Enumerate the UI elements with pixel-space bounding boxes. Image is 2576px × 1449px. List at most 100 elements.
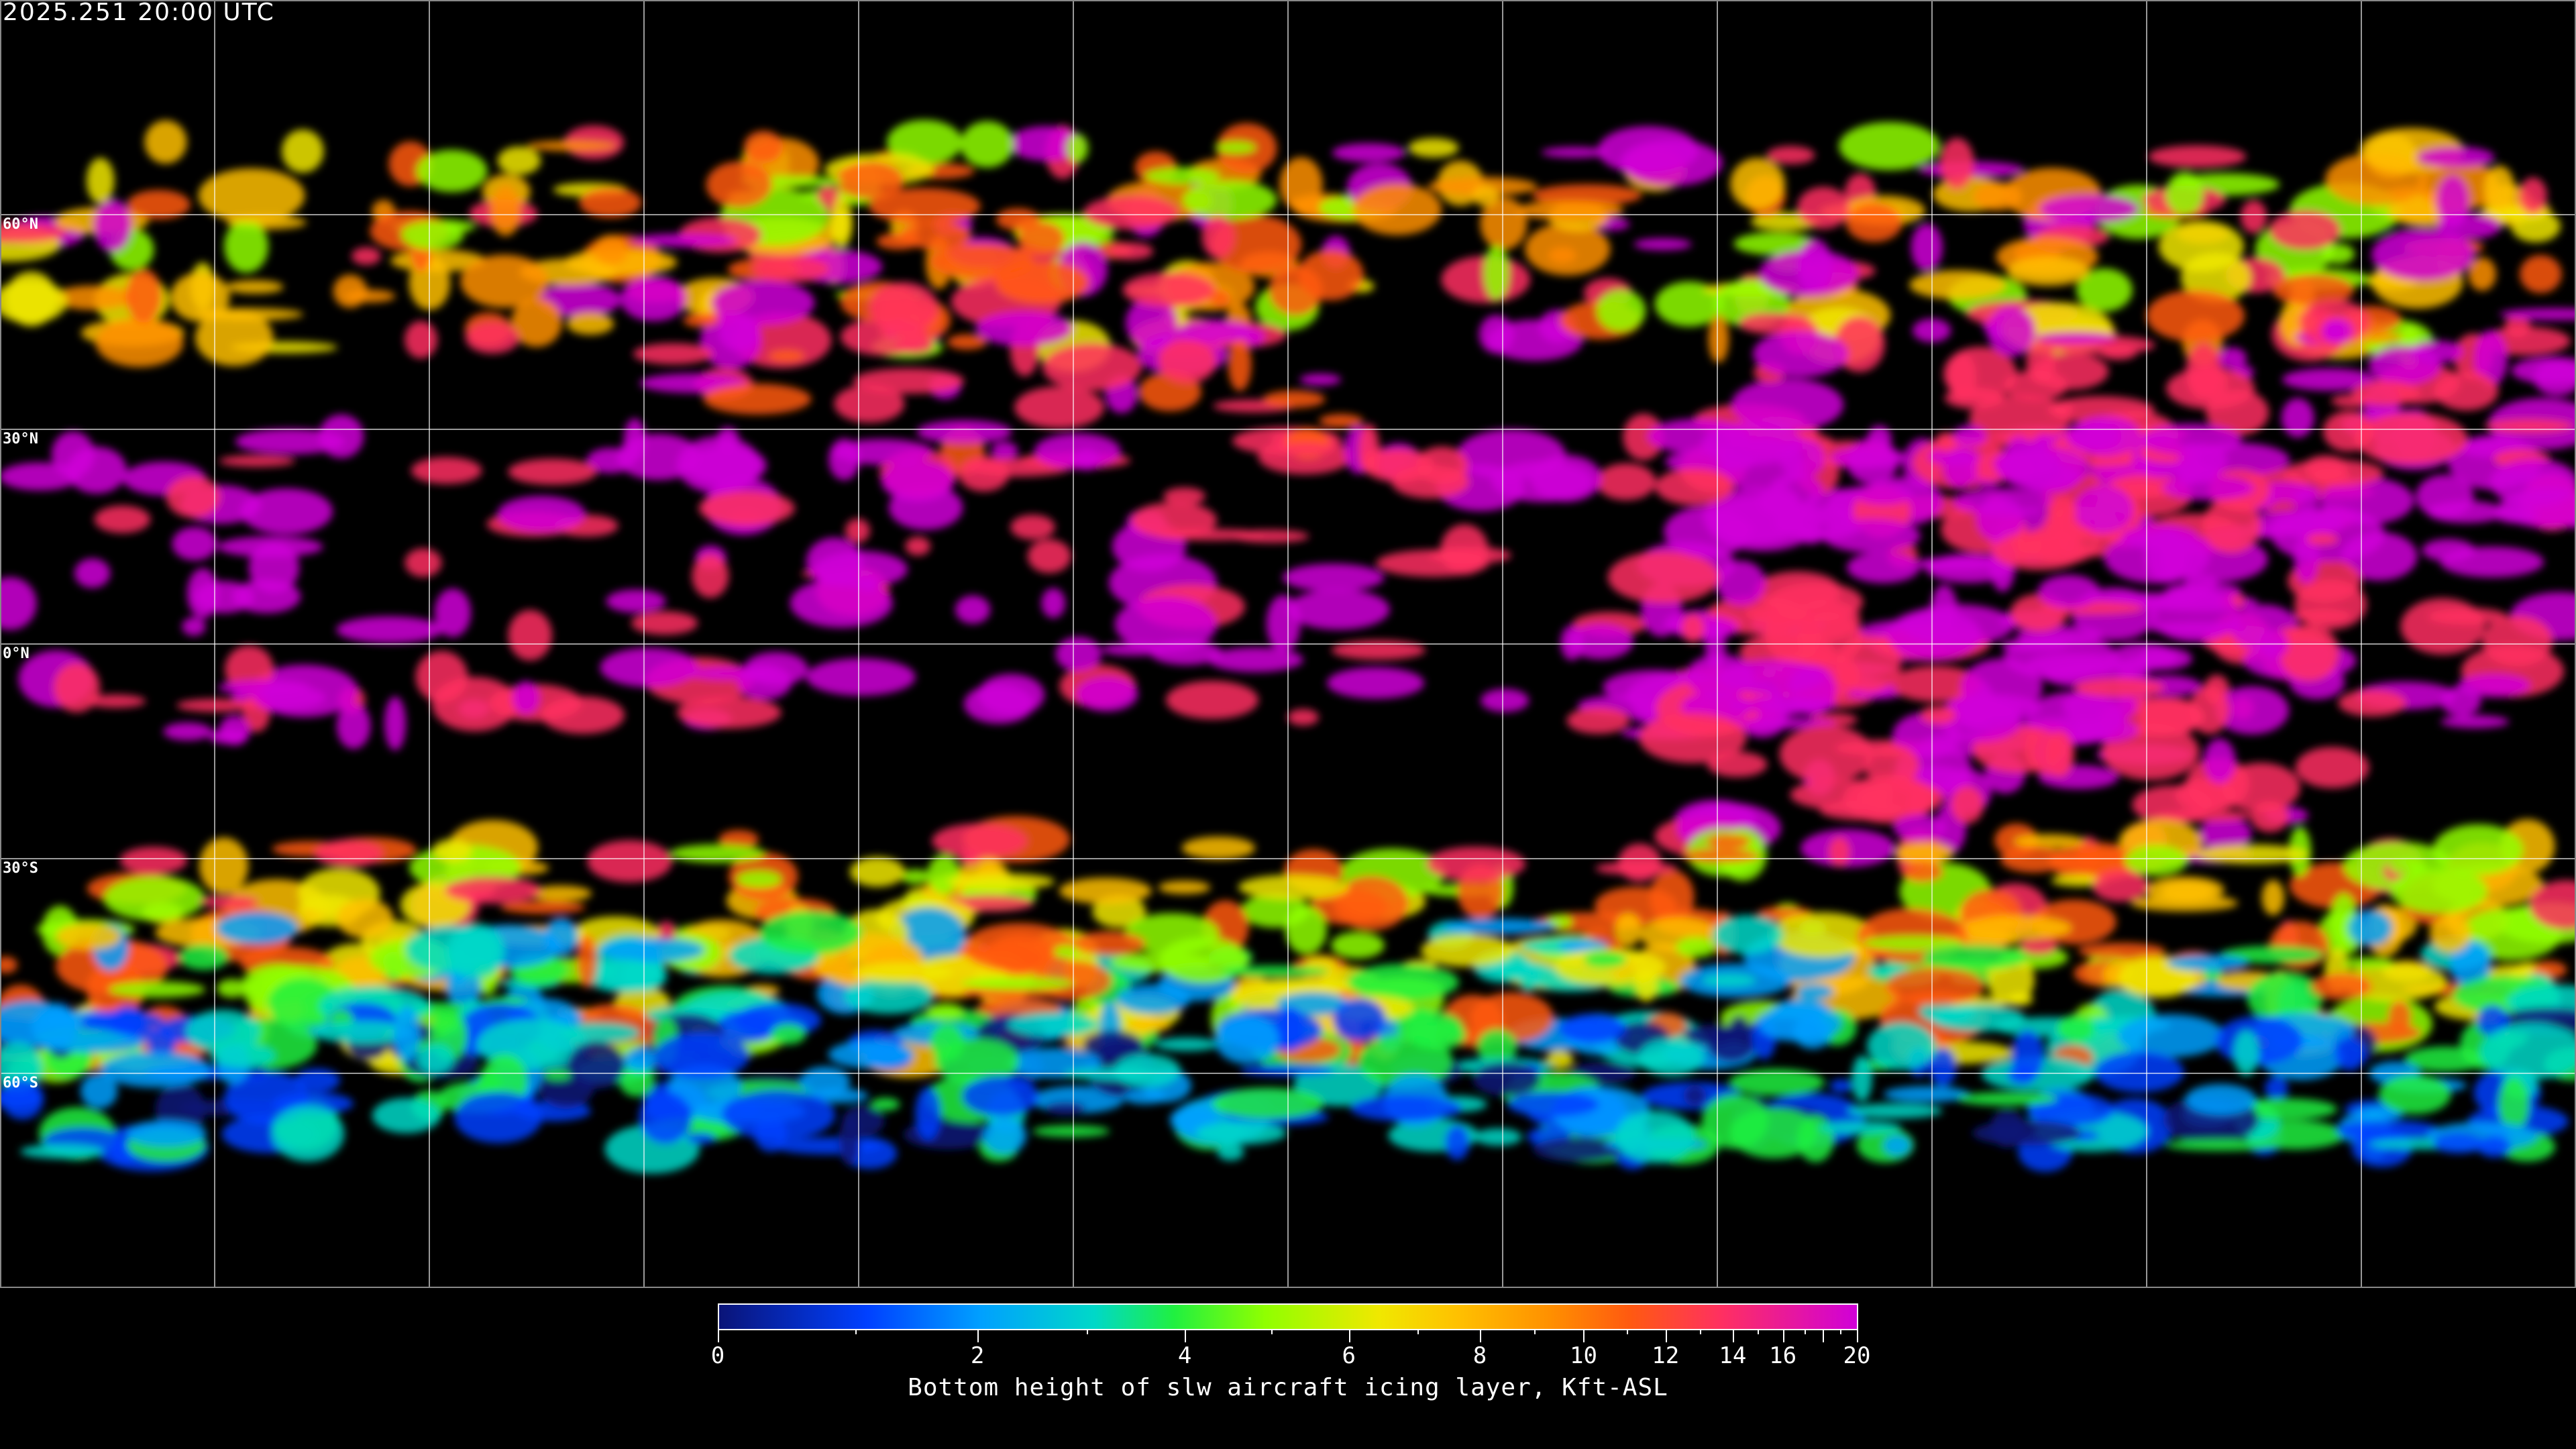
cloud-patch bbox=[2269, 209, 2341, 251]
cloud-patch bbox=[1938, 696, 2023, 742]
cloud-patch bbox=[393, 1006, 421, 1062]
cloud-patch bbox=[584, 959, 663, 993]
cloud-patch bbox=[1116, 984, 1191, 1014]
cloud-patch bbox=[0, 1042, 42, 1092]
cloud-patch bbox=[2468, 257, 2496, 291]
cloud-patch bbox=[1546, 1050, 1574, 1069]
cloud-patch bbox=[2282, 460, 2384, 487]
cloud-patch bbox=[1220, 965, 1329, 977]
cloud-patch bbox=[1633, 238, 1692, 251]
cloud-patch bbox=[1201, 215, 1235, 258]
cloud-patch bbox=[86, 158, 115, 204]
map-canvas bbox=[0, 0, 2576, 1288]
cloud-patch bbox=[537, 282, 621, 317]
cloud-patch bbox=[2185, 1083, 2257, 1115]
cloud-patch bbox=[1729, 1069, 1825, 1096]
cloud-patch bbox=[94, 505, 151, 533]
cloud-patch bbox=[0, 462, 80, 491]
cloud-patch bbox=[2011, 1030, 2045, 1082]
cloud-patch bbox=[2070, 718, 2139, 743]
cloud-patch bbox=[1929, 1047, 1957, 1087]
cloud-patch bbox=[881, 460, 955, 502]
cloud-patch bbox=[2477, 1136, 2512, 1158]
colorbar-tick-label: 10 bbox=[1569, 1342, 1597, 1369]
icing-map: 2025.251 20:00 UTC 60°N 30°N 0°N 30°S 60… bbox=[0, 0, 2576, 1288]
cloud-patch bbox=[1915, 557, 1998, 571]
cloud-patch bbox=[991, 441, 1018, 460]
cloud-patch bbox=[1444, 1124, 1470, 1161]
cloud-patch bbox=[1008, 126, 1084, 161]
cloud-patch bbox=[2003, 633, 2117, 680]
cloud-patch bbox=[2247, 971, 2323, 1024]
cloud-patch bbox=[1144, 167, 1220, 185]
cloud-patch bbox=[186, 568, 219, 619]
cloud-patch bbox=[1, 1078, 44, 1120]
cloud-patch bbox=[1214, 141, 1256, 154]
cloud-patch bbox=[1333, 998, 1386, 1042]
cloud-patch bbox=[176, 698, 256, 712]
cloud-patch bbox=[319, 414, 364, 458]
cloud-patch bbox=[2368, 345, 2441, 385]
cloud-patch bbox=[961, 977, 1075, 991]
cloud-patch bbox=[1655, 468, 1734, 506]
cloud-patch bbox=[1347, 963, 1459, 1001]
cloud-patch bbox=[1958, 915, 2072, 941]
cloud-patch bbox=[240, 488, 333, 535]
cloud-patch bbox=[1607, 551, 1720, 604]
cloud-patch bbox=[0, 577, 37, 630]
cloud-patch bbox=[1902, 861, 1944, 883]
cloud-patch bbox=[1639, 712, 1747, 763]
cloud-patch bbox=[1766, 146, 1815, 164]
cloud-patch bbox=[210, 1043, 276, 1068]
cloud-patch bbox=[1319, 414, 1364, 428]
cloud-patch bbox=[2483, 165, 2515, 211]
cloud-patch bbox=[1675, 936, 1717, 958]
cloud-patch bbox=[2347, 910, 2393, 946]
cloud-patch bbox=[2351, 380, 2420, 406]
cloud-patch bbox=[1158, 880, 1211, 894]
cloud-patch bbox=[2279, 624, 2339, 682]
cloud-patch bbox=[1516, 200, 1624, 221]
cloud-patch bbox=[2047, 495, 2077, 527]
cloud-patch bbox=[1228, 337, 1252, 392]
cloud-patch bbox=[512, 681, 540, 715]
cloud-patch bbox=[868, 188, 981, 225]
cloud-patch bbox=[832, 439, 933, 465]
cloud-patch bbox=[1391, 465, 1470, 499]
cloud-patch bbox=[527, 140, 616, 152]
cloud-patch bbox=[1331, 932, 1385, 959]
cloud-patch bbox=[1558, 1014, 1625, 1044]
cloud-patch bbox=[1421, 934, 1514, 967]
cloud-patch bbox=[163, 722, 212, 741]
cloud-patch bbox=[1472, 185, 1499, 207]
cloud-patch bbox=[2045, 731, 2074, 777]
cloud-patch bbox=[1797, 524, 1824, 545]
colorbar-major-tick bbox=[1732, 1330, 1734, 1342]
cloud-patch bbox=[1864, 745, 1919, 786]
cloud-patch bbox=[2281, 398, 2314, 438]
cloud-patch bbox=[1485, 961, 1550, 977]
cloud-patch bbox=[56, 923, 121, 951]
cloud-patch bbox=[1214, 1015, 1279, 1064]
cloud-patch bbox=[219, 715, 250, 746]
cloud-patch bbox=[417, 1044, 455, 1074]
cloud-patch bbox=[735, 870, 782, 888]
cloud-patch bbox=[178, 944, 229, 970]
cloud-patch bbox=[1583, 951, 1627, 968]
cloud-patch bbox=[2432, 1133, 2484, 1154]
cloud-patch bbox=[600, 647, 698, 688]
cloud-patch bbox=[411, 457, 482, 484]
cloud-patch bbox=[271, 1105, 345, 1162]
cloud-patch bbox=[2387, 1000, 2412, 1033]
cloud-patch bbox=[37, 1032, 146, 1053]
cloud-patch bbox=[127, 190, 191, 219]
cloud-patch bbox=[977, 674, 1045, 716]
cloud-patch bbox=[1533, 1136, 1625, 1162]
cloud-patch bbox=[1930, 1004, 2025, 1032]
colorbar-tick-label: 6 bbox=[1342, 1342, 1356, 1369]
cloud-patch bbox=[1738, 312, 1807, 334]
cloud-patch bbox=[703, 383, 812, 415]
colorbar-ticks: 0 2 4 6 8 10 12 14 16 20 bbox=[711, 1330, 1870, 1384]
cloud-patch bbox=[2074, 678, 2165, 698]
cloud-patch bbox=[1597, 126, 1699, 174]
